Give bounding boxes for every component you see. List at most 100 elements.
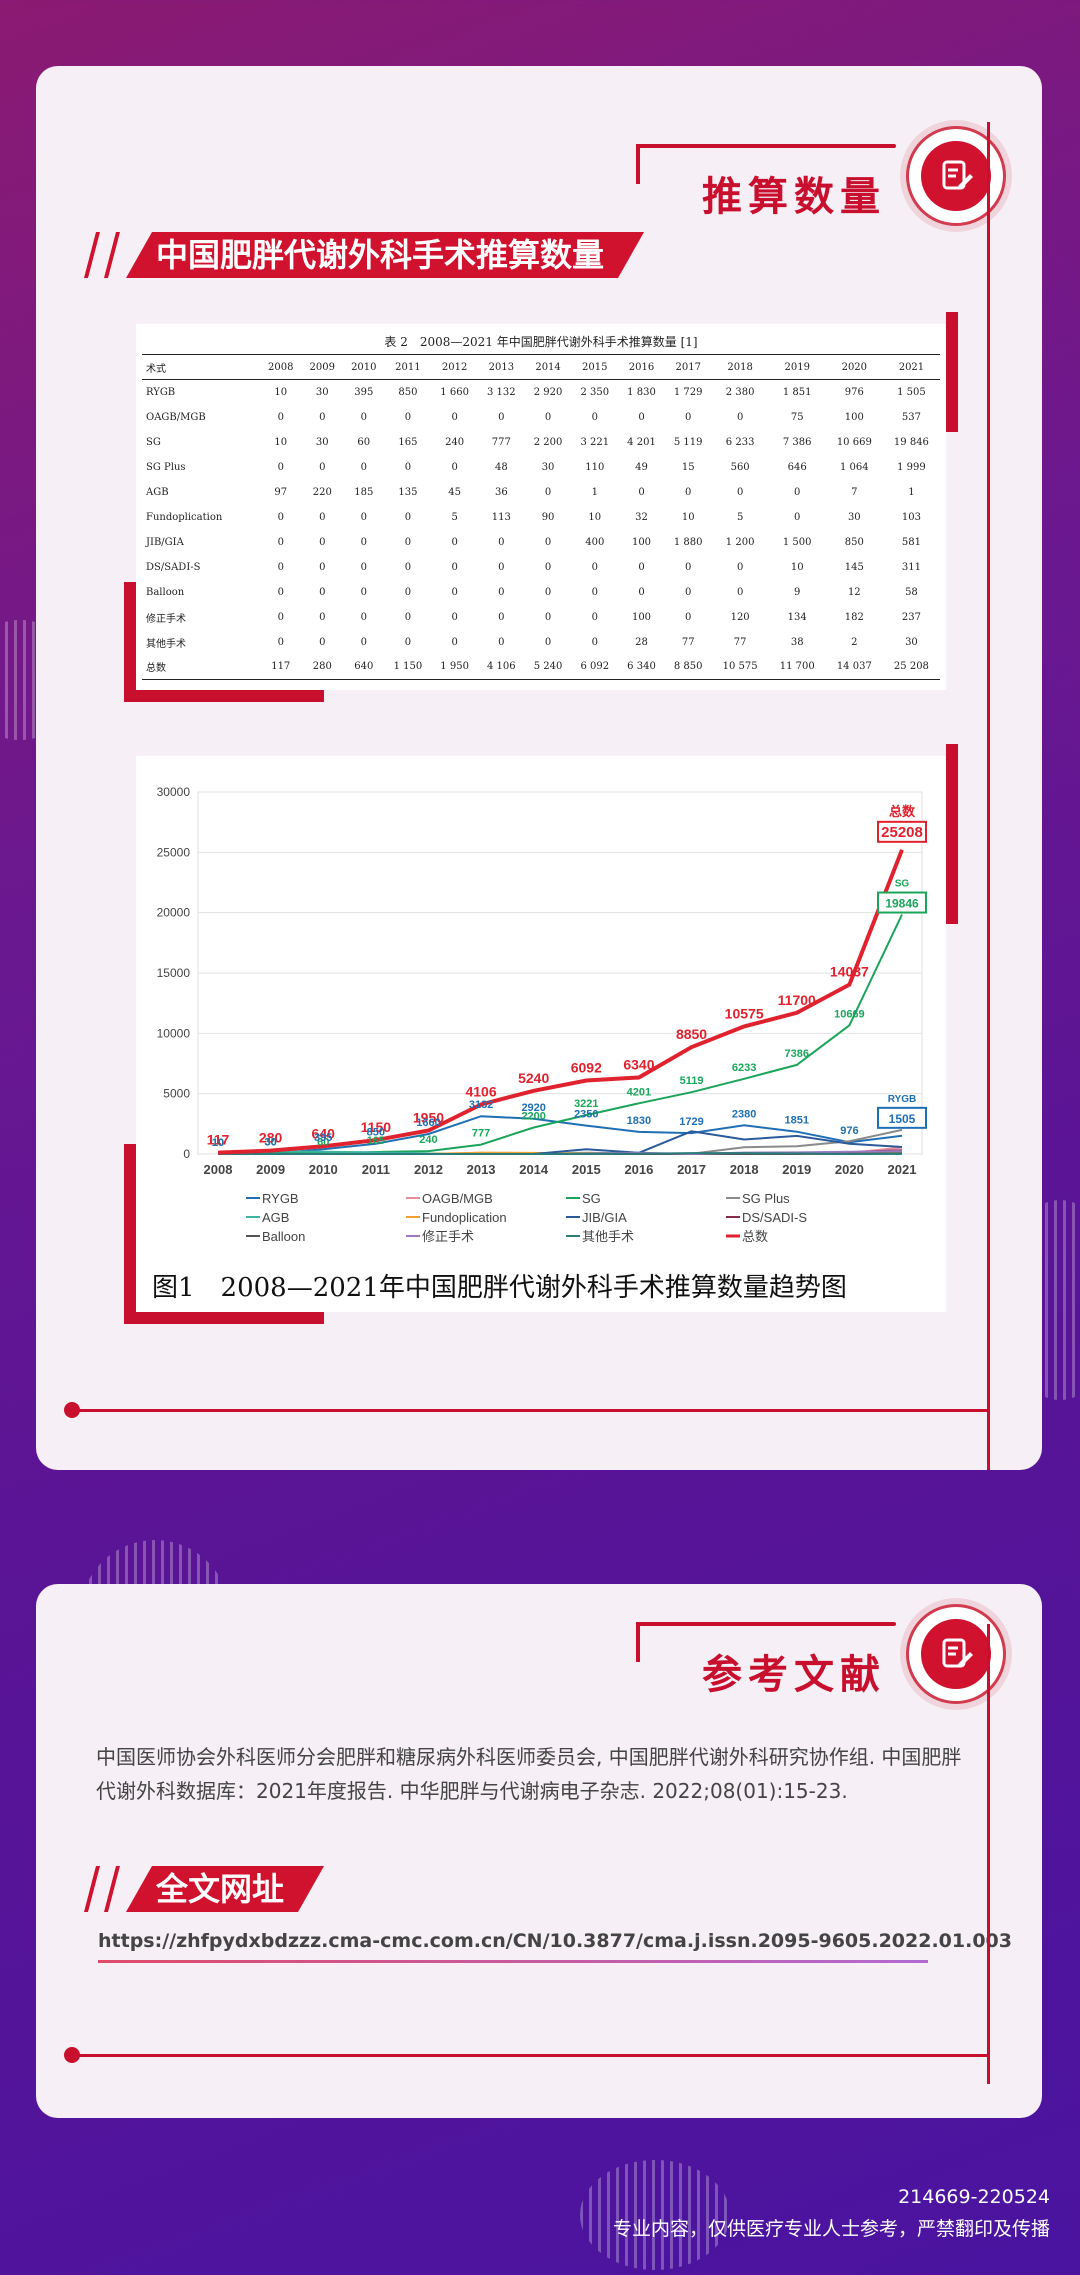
x-tick-label: 2011	[362, 1162, 390, 1177]
table-cell: 0	[591, 611, 598, 623]
x-tick-label: 2015	[572, 1162, 601, 1177]
table-caption: 表 2 2008—2021 年中国肥胖代谢外科手术推算数量 [1]	[384, 335, 698, 349]
data-label: 5119	[680, 1075, 704, 1087]
table-cell: 7	[851, 486, 858, 498]
reference-tab: 参考文献	[636, 1604, 1006, 1714]
table-cell: 0	[319, 611, 326, 623]
table-row-label: OAGB/MGB	[146, 411, 206, 423]
table-cell: 0	[544, 611, 552, 623]
table-cell: 0	[685, 611, 692, 623]
table-row: Fundoplication 0 0 0 0 5 113 90 10 32 10 5 0 30 103	[142, 505, 940, 530]
table-cell: 0	[360, 511, 367, 523]
table-cell: 0	[736, 586, 744, 598]
table-cell: 976	[844, 386, 864, 398]
table-cell: 0	[404, 636, 412, 648]
value-box	[877, 820, 927, 843]
data-label: 280	[259, 1130, 283, 1146]
data-label: 2200	[521, 1110, 545, 1122]
table-cell: 0	[404, 561, 412, 573]
table-row: 修正手术 0 0 0 0 0 0 0 0 100 0 120 134 182 237	[142, 605, 940, 630]
data-label: 30	[264, 1137, 276, 1149]
chart-frame-accent	[946, 744, 958, 924]
table-cell: 100	[844, 411, 864, 423]
table-cell: 240	[445, 436, 465, 448]
table-cell: 0	[544, 586, 552, 598]
data-label: 6092	[571, 1059, 602, 1075]
footer-notice: 专业内容，仅供医疗专业人士参考，严禁翻印及传播	[612, 2218, 1050, 2240]
table-cell: 1 064	[839, 461, 869, 473]
data-label: 1729	[679, 1116, 703, 1128]
legend-label: RYGB	[262, 1191, 299, 1206]
table-cell: 0	[544, 561, 552, 573]
x-tick-label: 2014	[519, 1162, 549, 1177]
table-cell: 1 500	[782, 536, 812, 548]
data-label: 7386	[785, 1048, 809, 1060]
y-tick-label: 5000	[163, 1087, 190, 1101]
tab-line	[636, 1622, 896, 1626]
table-cell: 15	[681, 461, 695, 473]
table-cell: 0	[277, 611, 284, 623]
table-cell: 12	[847, 586, 861, 598]
table-cell: 1 505	[897, 386, 926, 398]
frame-line	[70, 1409, 990, 1412]
table-row-label: DS/SADI-S	[146, 561, 201, 573]
fulltext-url-link[interactable]: https://zhfpydxbdzzz.cma-cmc.com.cn/CN/1…	[98, 1930, 1012, 1952]
table-cell: 237	[901, 611, 921, 623]
table-cell: 2	[851, 636, 858, 648]
table-header-year: 2016	[628, 361, 655, 373]
table-cell: 1 950	[440, 661, 469, 673]
data-label: 1660	[416, 1117, 440, 1129]
x-tick-label: 2008	[204, 1162, 233, 1177]
estimate-tab: 推算数量	[636, 126, 1006, 236]
frame-line	[987, 122, 990, 1470]
table-cell: 0	[277, 536, 284, 548]
table-cell: 10	[790, 561, 804, 573]
table-cell: 185	[354, 486, 374, 498]
table-cell: 0	[591, 561, 598, 573]
table-cell: 75	[790, 411, 804, 423]
table-row-label: 修正手术	[146, 613, 186, 625]
data-label: 2350	[574, 1109, 598, 1121]
table-row: 总数 117 280 640 1 150 1 950 4 106 5 240 6 092 6 34…	[142, 655, 940, 680]
data-label: 640	[312, 1125, 336, 1141]
table-cell: 0	[544, 411, 552, 423]
table-cell: 0	[360, 536, 367, 548]
legend-label: DS/SADI-S	[742, 1210, 807, 1225]
table-cell: 0	[451, 461, 458, 473]
table-cell: 10	[274, 386, 288, 398]
table-cell: 0	[277, 561, 284, 573]
y-tick-label: 0	[183, 1147, 190, 1161]
table-cell: 0	[794, 511, 801, 523]
table-cell: 2 920	[533, 386, 563, 398]
table-cell: 10 575	[722, 661, 758, 673]
table-cell: 97	[274, 486, 288, 498]
frame-line	[987, 1624, 990, 2084]
table-cell: 0	[498, 586, 505, 598]
table-cell: 8 850	[673, 661, 703, 673]
table-header-year: 2018	[727, 361, 753, 373]
table-cell: 0	[736, 486, 744, 498]
table-header-year: 2015	[582, 361, 608, 373]
reference-tab-label: 参考文献	[702, 1652, 886, 1698]
decor-dots-bottom	[580, 2160, 730, 2270]
table-cell: 30	[315, 436, 329, 448]
table-cell: 5 240	[533, 661, 563, 673]
banner-stripe	[104, 232, 120, 278]
legend-label: Balloon	[262, 1229, 305, 1244]
table-cell: 0	[736, 561, 744, 573]
table-cell: 777	[491, 436, 511, 448]
table-cell: 0	[360, 611, 367, 623]
table-cell: 850	[398, 386, 418, 398]
data-label: 1851	[785, 1115, 809, 1127]
table-cell: 0	[736, 411, 744, 423]
table-header-row: 术式 2008 2009 2010 2011 2012 2013 2014 2015 2016 20…	[142, 354, 940, 380]
estimate-section-banner: 中国肥胖代谢外科手术推算数量	[126, 232, 644, 278]
data-label: 117	[207, 1132, 230, 1148]
table-cell: 220	[312, 486, 332, 498]
table-row: SG 10 30 60 165 240 777 2 200 3 221 4 201 5 119 6 2…	[142, 430, 940, 455]
table-cell: 1	[908, 486, 915, 498]
table-cell: 1 851	[782, 386, 812, 398]
table-cell: 10	[274, 436, 288, 448]
banner-stripe	[84, 232, 100, 278]
table-cell: 90	[541, 511, 555, 523]
